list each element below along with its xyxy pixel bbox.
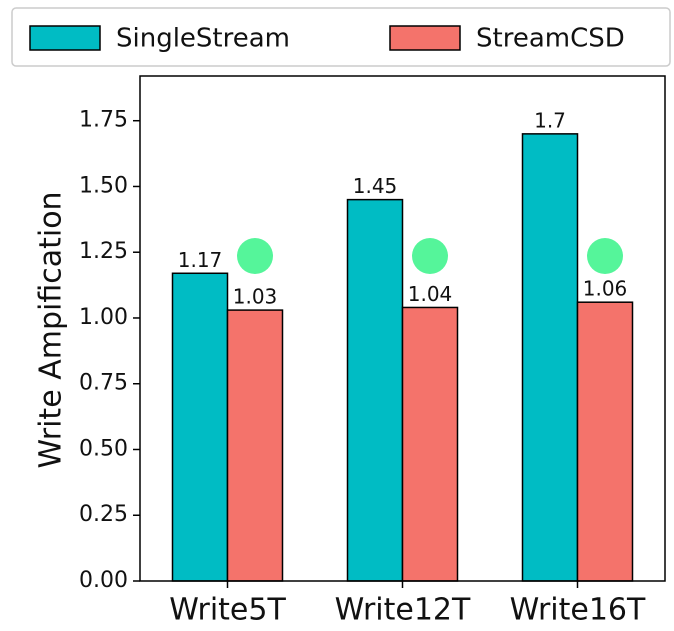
x-tick-label: Write5T [169, 593, 286, 628]
bar [346, 198, 404, 582]
bar [576, 301, 634, 582]
marker-dot [412, 238, 448, 274]
y-tick-label: 0.50 [79, 436, 128, 461]
bar [401, 306, 459, 582]
x-tick-label: Write12T [335, 593, 471, 628]
y-tick-label: 1.75 [79, 108, 128, 133]
legend-swatch [389, 25, 461, 51]
y-tick-label: 1.50 [79, 173, 128, 198]
legend-swatch [29, 25, 101, 51]
y-axis-label: Write Ampification [34, 191, 69, 468]
y-tick-label: 0.00 [79, 568, 128, 593]
bar [226, 309, 284, 582]
value-label: 1.04 [408, 282, 453, 306]
legend-label: SingleStream [116, 24, 290, 54]
value-label: 1.03 [233, 285, 278, 309]
y-tick-label: 0.25 [79, 502, 128, 527]
y-tick-label: 0.75 [79, 371, 128, 396]
marker-dot [587, 238, 623, 274]
plot-frame [139, 75, 666, 582]
y-tick-label: 1.25 [79, 239, 128, 264]
bar [171, 272, 229, 582]
value-label: 1.7 [534, 108, 566, 132]
marker-dot [237, 238, 273, 274]
legend-label: StreamCSD [476, 24, 625, 54]
x-tick-label: Write16T [510, 593, 646, 628]
legend-box [11, 7, 671, 67]
value-label: 1.06 [583, 277, 628, 301]
y-tick-label: 1.00 [79, 305, 128, 330]
bar [521, 133, 579, 582]
value-label: 1.17 [178, 248, 223, 272]
value-label: 1.45 [353, 174, 398, 198]
